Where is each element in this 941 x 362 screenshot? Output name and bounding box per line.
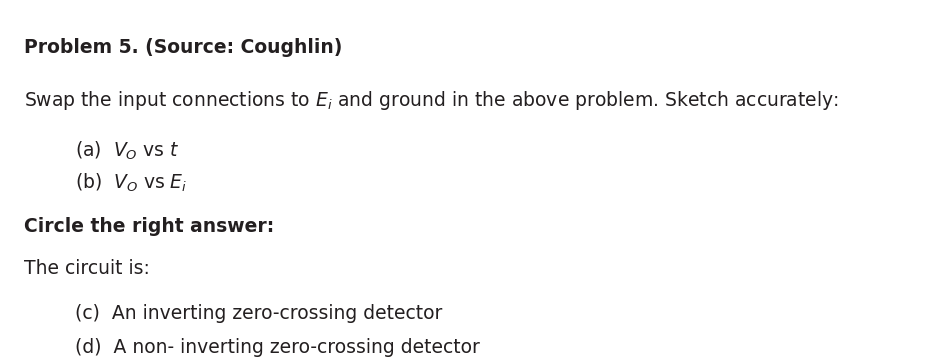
Text: The circuit is:: The circuit is: [24, 259, 150, 278]
Text: (c)  An inverting zero-crossing detector: (c) An inverting zero-crossing detector [75, 304, 442, 323]
Text: (a)  $V_O$ vs $t$: (a) $V_O$ vs $t$ [75, 139, 180, 162]
Text: Swap the input connections to $E_i$ and ground in the above problem. Sketch accu: Swap the input connections to $E_i$ and … [24, 89, 838, 112]
Text: (b)  $V_O$ vs $E_i$: (b) $V_O$ vs $E_i$ [75, 172, 187, 194]
Text: (d)  A non- inverting zero-crossing detector: (d) A non- inverting zero-crossing detec… [75, 338, 480, 357]
Text: Circle the right answer:: Circle the right answer: [24, 217, 274, 236]
Text: Problem 5. (Source: Coughlin): Problem 5. (Source: Coughlin) [24, 38, 342, 57]
